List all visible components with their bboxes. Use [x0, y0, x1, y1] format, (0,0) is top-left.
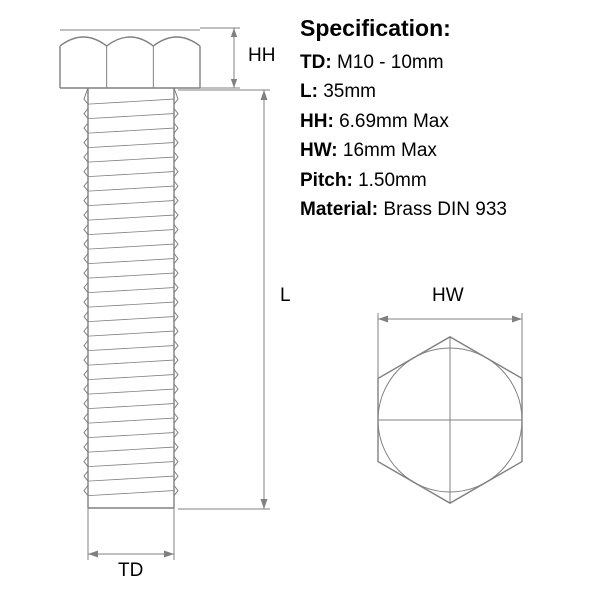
- technical-drawing: [0, 0, 600, 600]
